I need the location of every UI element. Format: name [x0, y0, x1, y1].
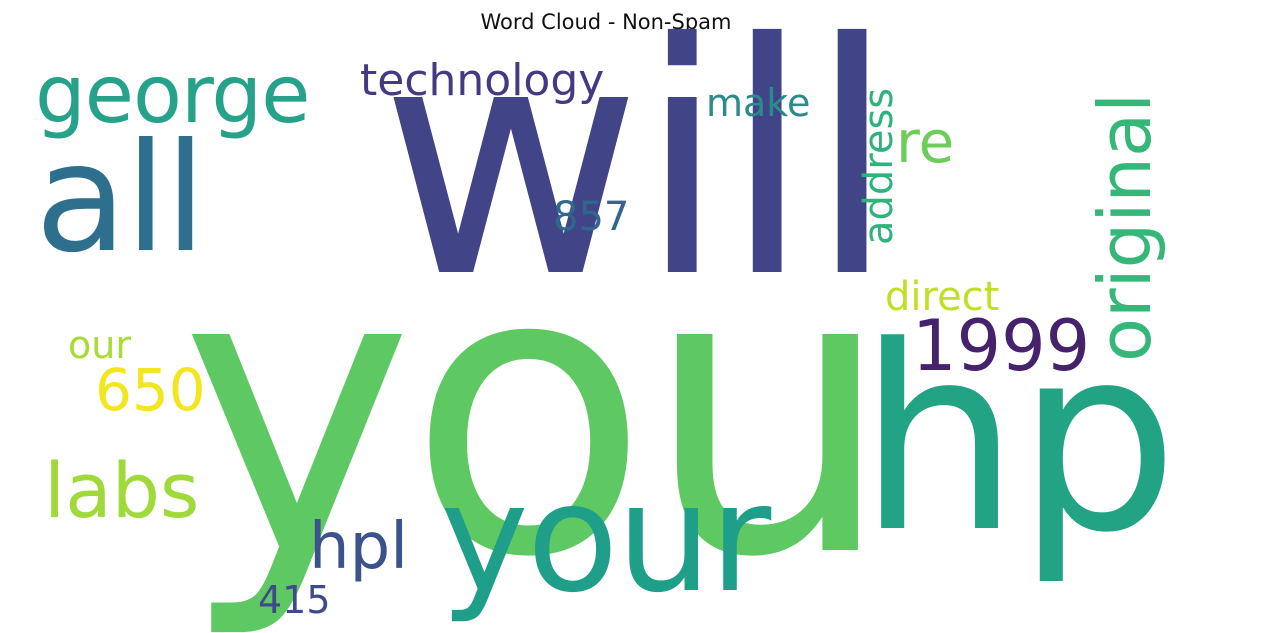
cloud-word-hp: hp [858, 292, 1175, 589]
cloud-word-make: make [706, 81, 810, 125]
cloud-word-address: address [856, 88, 902, 245]
cloud-word-direct: direct [885, 274, 999, 320]
cloud-word-technology: technology [360, 55, 604, 106]
cloud-word-will: will [380, 0, 892, 348]
cloud-word-your: your [440, 452, 772, 626]
cloud-word-hpl: hpl [309, 510, 408, 584]
cloud-word-original: original [1083, 93, 1167, 362]
cloud-word-1999: 1999 [912, 305, 1090, 387]
cloud-word-857: 857 [553, 194, 629, 240]
chart-title: Word Cloud - Non-Spam [480, 10, 732, 34]
cloud-word-labs: labs [44, 446, 200, 535]
cloud-word-re: re [896, 108, 954, 176]
cloud-word-you: you [180, 184, 888, 633]
cloud-word-all: all [35, 112, 204, 286]
cloud-word-george: george [35, 48, 309, 141]
cloud-word-our: our [68, 323, 131, 367]
cloud-word-650: 650 [95, 356, 206, 424]
cloud-word-415: 415 [258, 578, 331, 622]
